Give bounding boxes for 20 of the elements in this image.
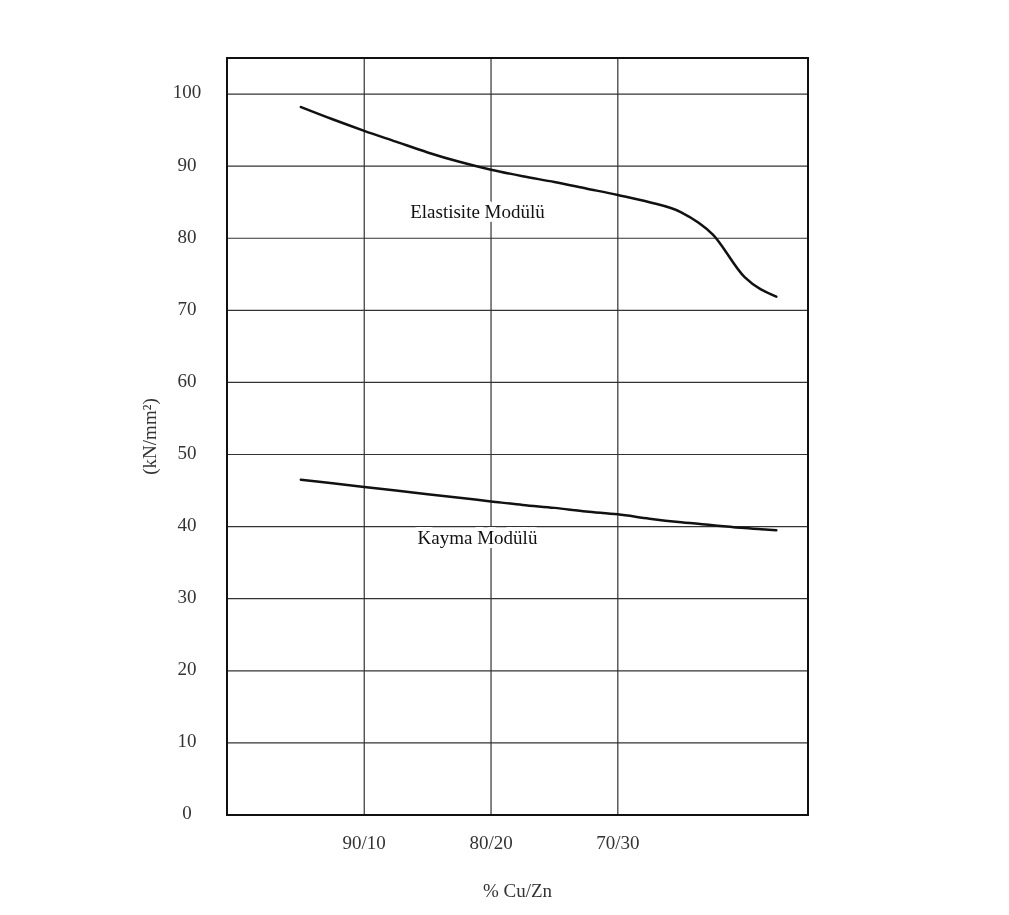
y-tick-label: 70 (177, 297, 197, 319)
y-tick-label: 10 (177, 730, 197, 752)
y-tick-label: 90 (177, 153, 197, 175)
x-tick-label: 70/30 (596, 832, 640, 854)
line-series (299, 105, 778, 298)
series-label: Elastisite Modülü (410, 201, 546, 223)
y-tick-label: 30 (177, 586, 197, 608)
y-tick-label: 50 (177, 441, 197, 463)
y-axis-title: (kN/mm²) (139, 398, 162, 475)
x-axis-title: % Cu/Zn (482, 880, 553, 901)
y-tick-label: 40 (177, 513, 197, 535)
x-tick-label: 90/10 (342, 832, 386, 854)
y-tick-label: 20 (177, 658, 197, 680)
y-tick-label: 0 (182, 802, 192, 824)
y-tick-label: 100 (172, 81, 202, 103)
y-tick-label: 60 (177, 369, 197, 391)
x-tick-label: 80/20 (469, 832, 513, 854)
line-series (299, 478, 778, 532)
y-tick-label: 80 (177, 225, 197, 247)
series-label: Kayma Modülü (417, 527, 538, 549)
